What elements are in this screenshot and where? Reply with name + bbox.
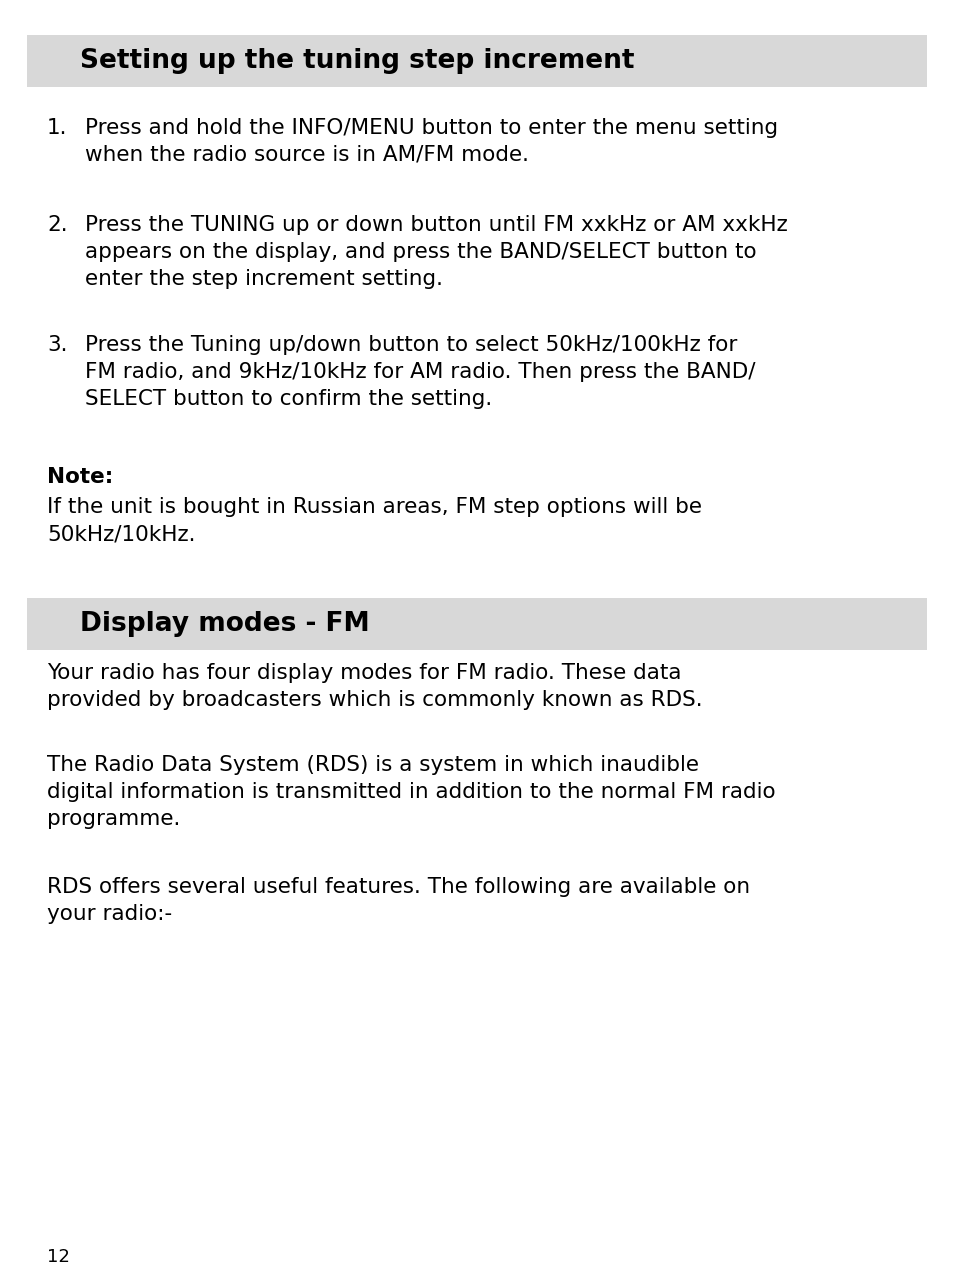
Text: SELECT button to confirm the setting.: SELECT button to confirm the setting. bbox=[85, 389, 492, 410]
Text: when the radio source is in AM/FM mode.: when the radio source is in AM/FM mode. bbox=[85, 145, 529, 165]
Text: 3.: 3. bbox=[47, 335, 68, 355]
Text: Press the Tuning up/down button to select 50kHz/100kHz for: Press the Tuning up/down button to selec… bbox=[85, 335, 737, 355]
Text: appears on the display, and press the BAND/SELECT button to: appears on the display, and press the BA… bbox=[85, 242, 756, 262]
Text: Note:: Note: bbox=[47, 467, 113, 487]
Text: Press and hold the INFO/MENU button to enter the menu setting: Press and hold the INFO/MENU button to e… bbox=[85, 118, 778, 137]
Text: Display modes - FM: Display modes - FM bbox=[80, 611, 369, 637]
Text: Your radio has four display modes for FM radio. These data: Your radio has four display modes for FM… bbox=[47, 663, 680, 683]
Text: 50kHz/10kHz.: 50kHz/10kHz. bbox=[47, 524, 195, 544]
Text: FM radio, and 9kHz/10kHz for AM radio. Then press the BAND/: FM radio, and 9kHz/10kHz for AM radio. T… bbox=[85, 363, 755, 382]
Text: RDS offers several useful features. The following are available on: RDS offers several useful features. The … bbox=[47, 876, 749, 897]
Text: 1.: 1. bbox=[47, 118, 68, 137]
Text: 12: 12 bbox=[47, 1248, 70, 1266]
Text: 2.: 2. bbox=[47, 215, 68, 235]
Text: provided by broadcasters which is commonly known as RDS.: provided by broadcasters which is common… bbox=[47, 689, 702, 710]
Text: digital information is transmitted in addition to the normal FM radio: digital information is transmitted in ad… bbox=[47, 782, 775, 803]
Text: Press the TUNING up or down button until FM xxkHz or AM xxkHz: Press the TUNING up or down button until… bbox=[85, 215, 787, 235]
Text: programme.: programme. bbox=[47, 809, 180, 829]
Bar bbox=[27, 598, 926, 650]
Text: If the unit is bought in Russian areas, FM step options will be: If the unit is bought in Russian areas, … bbox=[47, 497, 701, 516]
Text: Setting up the tuning step increment: Setting up the tuning step increment bbox=[80, 48, 634, 74]
Text: your radio:-: your radio:- bbox=[47, 904, 172, 923]
Bar bbox=[27, 36, 926, 86]
Text: enter the step increment setting.: enter the step increment setting. bbox=[85, 268, 442, 289]
Text: The Radio Data System (RDS) is a system in which inaudible: The Radio Data System (RDS) is a system … bbox=[47, 756, 699, 775]
